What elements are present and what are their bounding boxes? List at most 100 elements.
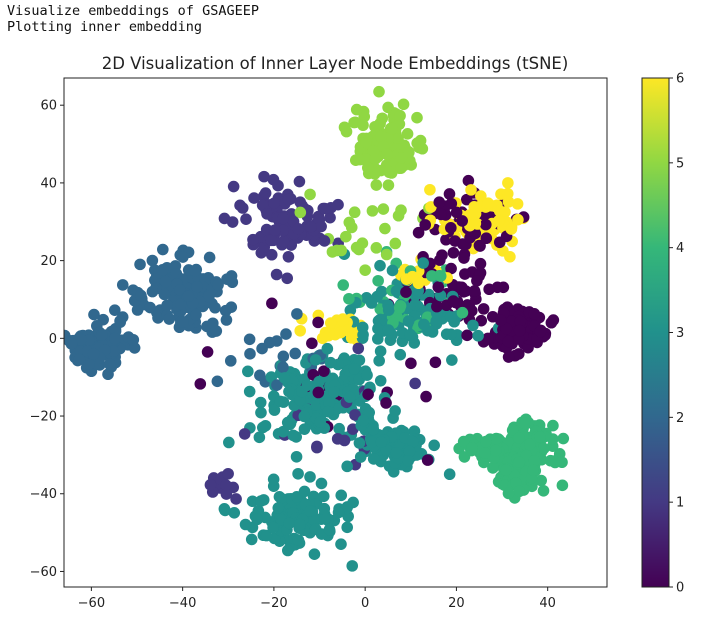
scatter-point [346, 560, 359, 572]
scatter-point [159, 275, 172, 288]
scatter-point [383, 166, 395, 179]
scatter-point [354, 451, 367, 463]
scatter-point [280, 328, 292, 340]
scatter-point [261, 208, 273, 220]
scatter-point [177, 251, 189, 263]
scatter-point [294, 196, 307, 208]
scatter-point [513, 324, 526, 337]
scatter-point [379, 222, 391, 235]
scatter-point [323, 523, 336, 536]
scatter-point [292, 223, 305, 235]
scatter-point [283, 418, 296, 431]
scatter-point [374, 374, 387, 387]
scatter-point [375, 130, 387, 143]
scatter-point [445, 328, 457, 341]
scatter-point [322, 405, 334, 418]
scatter-point [459, 268, 471, 280]
scatter-point [380, 248, 393, 261]
scatter-point [443, 188, 456, 200]
scatter-point [269, 224, 281, 236]
scatter-point [177, 316, 189, 328]
scatter-point [306, 337, 318, 350]
scatter-point [502, 351, 515, 363]
scatter-point [254, 369, 266, 382]
scatter-point [504, 250, 516, 263]
scatter-point [263, 336, 276, 349]
scatter-point [357, 119, 369, 132]
scatter-point [352, 342, 365, 355]
scatter-point [190, 309, 202, 321]
scatter-point [465, 184, 477, 196]
scatter-point [400, 286, 412, 298]
scatter-point [277, 224, 289, 237]
scatter-point [144, 301, 156, 314]
scatter-point [298, 410, 311, 423]
scatter-point [301, 379, 314, 392]
scatter-point [387, 465, 400, 478]
scatter-point [267, 173, 280, 186]
output-line-2: Plotting inner embedding [7, 19, 203, 35]
scatter-point [382, 101, 394, 114]
scatter-point [243, 385, 256, 398]
scatter-point [304, 471, 316, 483]
scatter-point [156, 264, 169, 276]
scatter-point [474, 257, 487, 270]
scatter-point [265, 371, 278, 383]
scatter-point [304, 505, 317, 517]
scatter-point [248, 192, 260, 204]
scatter-point [335, 538, 347, 550]
scatter-point [502, 487, 515, 500]
scatter-point [220, 479, 232, 492]
scatter-point [471, 275, 483, 287]
scatter-point [369, 153, 382, 165]
scatter-point [294, 518, 306, 531]
scatter-point [492, 215, 505, 227]
scatter-point [411, 111, 423, 124]
scatter-point [271, 379, 283, 391]
scatter-point [316, 332, 329, 345]
scatter-point [203, 251, 216, 264]
scatter-point [501, 187, 514, 200]
scatter-point [318, 235, 331, 247]
scatter-point [370, 242, 383, 254]
scatter-point [414, 134, 427, 147]
x-tick-label: 20 [448, 596, 465, 611]
scatter-point [456, 306, 469, 319]
scatter-point [131, 304, 144, 316]
colorbar-tick-label: 2 [676, 411, 684, 426]
scatter-point [255, 495, 267, 507]
scatter-point [445, 311, 457, 323]
scatter-point [417, 257, 429, 269]
scatter-point [277, 361, 289, 373]
data-points [64, 85, 570, 572]
scatter-point [475, 190, 487, 202]
scatter-point [292, 467, 304, 480]
scatter-point [447, 246, 460, 259]
scatter-point [374, 117, 386, 130]
scatter-point [534, 325, 547, 338]
scatter-point [450, 206, 463, 219]
scatter-point [428, 439, 440, 452]
scatter-point [449, 235, 461, 247]
scatter-point [305, 220, 317, 233]
scatter-point [314, 416, 326, 428]
scatter-point [502, 177, 514, 189]
scatter-point [424, 183, 436, 196]
scatter-point [309, 354, 322, 366]
scatter-point [395, 151, 408, 164]
scatter-point [203, 290, 215, 303]
scatter-point [380, 397, 392, 409]
scatter-point [545, 316, 558, 329]
scatter-point [335, 489, 348, 502]
scatter-point [88, 308, 100, 321]
scatter-point [73, 353, 86, 366]
y-tick-label: −20 [30, 410, 57, 425]
scatter-point [420, 390, 432, 403]
y-tick-label: 40 [40, 176, 57, 191]
scatter-point [527, 464, 539, 477]
scatter-point [328, 386, 340, 398]
scatter-point [313, 375, 325, 388]
scatter-point [324, 356, 337, 369]
scatter-point [194, 378, 207, 390]
scatter-point [341, 460, 353, 473]
